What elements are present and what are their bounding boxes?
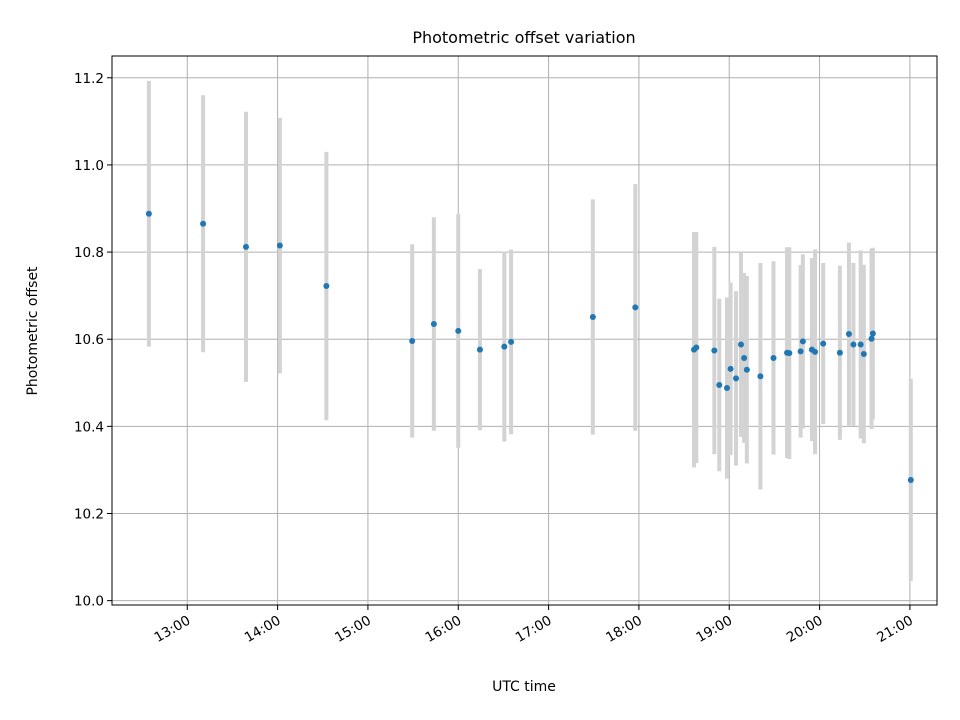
data-point <box>857 341 864 348</box>
data-point <box>869 330 876 337</box>
y-tick-label: 10.0 <box>74 594 104 610</box>
data-point <box>200 220 207 227</box>
data-point <box>797 348 804 355</box>
data-point <box>812 348 819 355</box>
data-point <box>508 338 515 345</box>
data-point <box>716 381 723 388</box>
data-point <box>323 283 330 290</box>
data-point <box>850 341 857 348</box>
data-point <box>733 375 740 382</box>
y-axis-label: Photometric offset <box>25 266 41 396</box>
data-points <box>145 210 914 483</box>
data-point <box>276 242 283 249</box>
y-tick-label: 11.2 <box>74 71 104 87</box>
data-point <box>743 366 750 373</box>
data-point <box>145 210 152 217</box>
data-point <box>868 335 875 342</box>
data-point <box>836 349 843 356</box>
data-point <box>727 365 734 372</box>
data-point <box>786 350 793 357</box>
data-point <box>711 347 718 354</box>
y-tick-label: 11.0 <box>74 158 104 174</box>
data-point <box>430 320 437 327</box>
data-point <box>845 330 852 337</box>
data-point <box>476 346 483 353</box>
data-point <box>737 341 744 348</box>
x-axis-label: UTC time <box>492 679 556 695</box>
data-point <box>723 385 730 392</box>
data-point <box>799 338 806 345</box>
plot-frame <box>111 55 938 606</box>
y-axis-ticks: 10.0 10.2 10.4 10.6 10.8 11.0 11.2 <box>74 71 112 610</box>
y-tick-label: 10.6 <box>74 332 104 348</box>
data-point <box>770 354 777 361</box>
data-point <box>741 354 748 361</box>
data-point <box>860 351 867 358</box>
y-tick-label: 10.2 <box>74 507 104 523</box>
data-point <box>455 327 462 334</box>
data-point <box>820 340 827 347</box>
data-point <box>907 476 914 483</box>
data-point <box>757 373 764 380</box>
data-point <box>693 344 700 351</box>
data-point <box>589 313 596 320</box>
y-tick-label: 10.4 <box>74 419 104 435</box>
data-point <box>242 243 249 250</box>
data-point <box>409 337 416 344</box>
y-tick-label: 10.8 <box>74 245 104 261</box>
data-point <box>632 304 639 311</box>
data-point <box>501 343 508 350</box>
chart-title: Photometric offset variation <box>412 28 635 47</box>
grid-lines <box>112 56 937 605</box>
